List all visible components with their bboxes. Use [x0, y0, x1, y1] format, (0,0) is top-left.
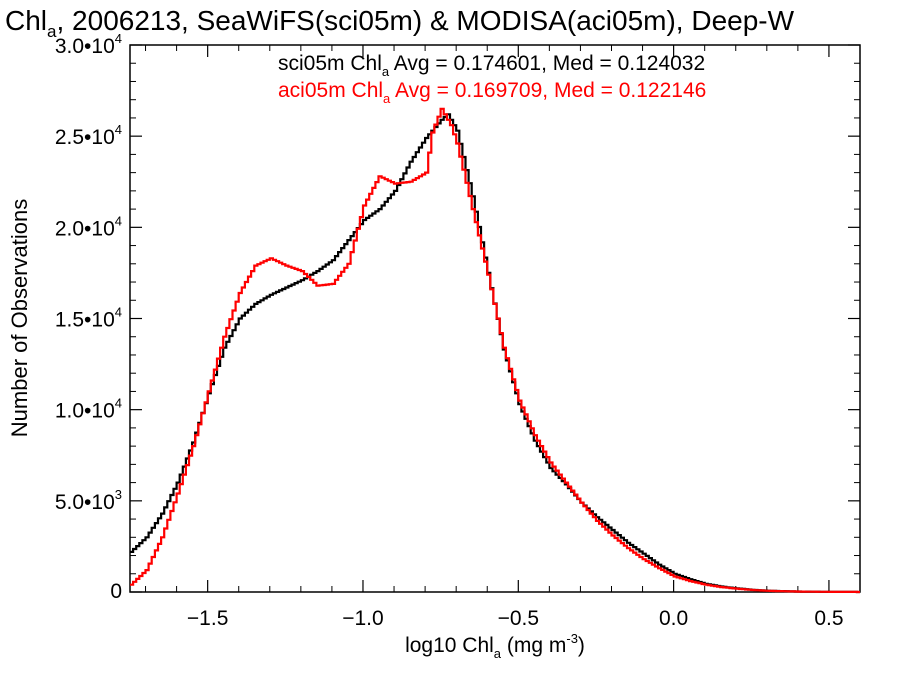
y-tick-exponent: 4: [115, 396, 122, 411]
series-group: [130, 107, 860, 594]
y-tick-mantissa: 1.5•10: [55, 309, 115, 332]
y-axis: 05.0•1031.0•1041.5•1042.0•1042.5•1043.0•…: [55, 31, 860, 603]
y-tick-exponent: 4: [115, 31, 122, 46]
x-tick-label: 0.0: [659, 607, 688, 630]
x-tick-label: −1.0: [342, 607, 383, 630]
annotation-1: aci05m Chla Avg = 0.169709, Med = 0.1221…: [278, 79, 706, 106]
x-axis-label: log10 Chla (mg m-3): [405, 631, 585, 661]
y-tick-mantissa: 2.5•10: [55, 126, 115, 149]
x-axis-label-rest: (mg m: [501, 634, 566, 657]
x-tick-label: −0.5: [498, 607, 539, 630]
annotation-post: Avg = 0.174601, Med = 0.124032: [389, 52, 705, 75]
x-axis-label-base: log10 Chl: [405, 634, 494, 657]
y-tick-label: 2.5•104: [55, 122, 122, 149]
chart-title: Chla, 2006213, SeaWiFS(sci05m) & MODISA(…: [5, 5, 795, 41]
annotation-post: Avg = 0.169709, Med = 0.122146: [390, 79, 706, 102]
chart-title-base: Chl: [5, 5, 47, 36]
series-line-1: [130, 107, 860, 594]
y-tick-exponent: 3: [115, 487, 122, 502]
y-tick-mantissa: 0: [110, 580, 122, 603]
x-tick-label: −1.5: [187, 607, 228, 630]
chart-title-sub: a: [47, 22, 57, 41]
y-tick-label: 0: [110, 580, 122, 603]
y-tick-label: 1.5•104: [55, 305, 122, 332]
y-tick-mantissa: 5.0•10: [55, 491, 115, 514]
y-axis-label: Number of Observations: [7, 199, 32, 437]
annotation-sub: a: [382, 64, 390, 79]
annotation-0: sci05m Chla Avg = 0.174601, Med = 0.1240…: [278, 52, 705, 79]
annotation-pre: aci05m Chl: [278, 79, 383, 102]
y-tick-mantissa: 3.0•10: [55, 35, 115, 58]
y-tick-label: 1.0•104: [55, 396, 122, 423]
y-tick-label: 3.0•104: [55, 31, 122, 58]
x-axis-label-sub: a: [494, 646, 502, 661]
y-tick-exponent: 4: [115, 213, 122, 228]
annotation-sub: a: [383, 91, 391, 106]
annotation-pre: sci05m Chl: [278, 52, 382, 75]
y-tick-exponent: 4: [115, 122, 122, 137]
x-axis: −1.5 −1.0 −0.5 0.0 0.5: [145, 45, 861, 630]
x-tick-label: 0.5: [814, 607, 843, 630]
y-tick-label: 5.0•103: [55, 487, 122, 514]
series-line-0: [130, 113, 860, 594]
y-tick-label: 2.0•104: [55, 213, 122, 240]
x-axis-label-sup: -3: [566, 631, 578, 646]
y-tick-mantissa: 1.0•10: [55, 400, 115, 423]
annotations: sci05m Chla Avg = 0.174601, Med = 0.1240…: [278, 52, 706, 106]
x-axis-label-end: ): [578, 634, 585, 657]
y-tick-mantissa: 2.0•10: [55, 217, 115, 240]
chart-title-rest: , 2006213, SeaWiFS(sci05m) & MODISA(aci0…: [56, 5, 794, 36]
y-tick-exponent: 4: [115, 305, 122, 320]
